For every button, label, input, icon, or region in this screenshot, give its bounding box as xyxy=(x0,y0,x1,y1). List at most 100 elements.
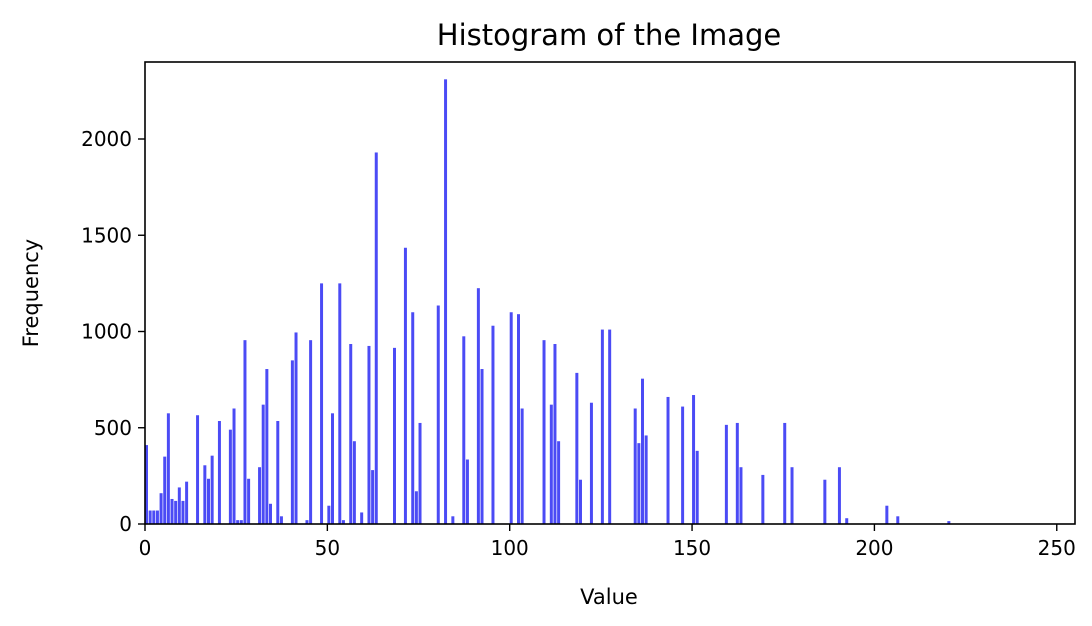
histogram-bar xyxy=(371,470,375,524)
histogram-bar xyxy=(327,505,331,524)
histogram-bar xyxy=(232,408,236,524)
histogram-bar xyxy=(739,467,743,524)
histogram-bar xyxy=(509,312,513,524)
histogram-bar xyxy=(185,481,189,524)
bar-group xyxy=(145,79,951,524)
histogram-bar xyxy=(633,408,637,524)
x-axis: 0 50 100 150 200 250 xyxy=(139,524,1076,560)
x-tick-label: 200 xyxy=(855,536,893,560)
histogram-bar xyxy=(276,421,280,524)
histogram-bar xyxy=(783,422,787,524)
histogram-bar xyxy=(320,283,324,524)
histogram-bar xyxy=(331,413,334,524)
histogram-bar xyxy=(589,402,593,524)
histogram-bar xyxy=(309,340,313,524)
histogram-bar xyxy=(444,79,448,524)
histogram-bar xyxy=(374,152,378,524)
y-axis-label: Frequency xyxy=(19,239,43,348)
histogram-bar xyxy=(177,487,181,524)
histogram-bar xyxy=(261,404,265,524)
histogram-bar xyxy=(181,500,185,524)
histogram-bar xyxy=(436,305,440,524)
histogram-bar xyxy=(166,413,170,524)
histogram-bar xyxy=(349,344,353,524)
x-tick-label: 50 xyxy=(315,536,340,560)
chart-title: Histogram of the Image xyxy=(437,18,781,52)
histogram-bar xyxy=(465,459,469,524)
histogram-bar xyxy=(290,360,294,524)
histogram-bar xyxy=(557,441,561,524)
histogram-bar xyxy=(885,505,889,524)
histogram-bar xyxy=(542,340,546,524)
histogram-bar xyxy=(228,429,232,524)
histogram-bar xyxy=(666,396,670,524)
histogram-bar xyxy=(403,247,407,524)
histogram-bar xyxy=(159,493,163,524)
histogram-bar xyxy=(476,288,480,524)
histogram-bar xyxy=(418,422,422,524)
histogram-bar xyxy=(520,408,524,524)
histogram-bar xyxy=(196,415,200,524)
histogram-bar xyxy=(239,520,243,524)
x-axis-label: Value xyxy=(580,585,638,609)
histogram-bar xyxy=(155,510,159,524)
histogram-bar xyxy=(681,406,685,524)
histogram-bar xyxy=(265,369,269,524)
histogram-bar xyxy=(210,455,214,524)
histogram-bar xyxy=(217,421,221,524)
histogram-bar xyxy=(411,312,415,524)
x-tick-label: 250 xyxy=(1038,536,1076,560)
y-tick-label: 500 xyxy=(94,416,132,440)
histogram-bar xyxy=(637,443,641,524)
plot-frame xyxy=(144,61,1076,525)
histogram-bar xyxy=(305,520,309,524)
histogram-bar xyxy=(644,435,648,524)
histogram-bar xyxy=(641,378,644,524)
y-tick-label: 2000 xyxy=(81,127,132,151)
histogram-bar xyxy=(279,516,283,524)
histogram-bar xyxy=(517,314,520,524)
histogram-bar xyxy=(243,340,247,524)
histogram-bar xyxy=(491,325,495,524)
y-tick-label: 0 xyxy=(119,512,132,536)
histogram-bar xyxy=(579,479,582,524)
histogram-bar xyxy=(692,395,696,524)
histogram-bar xyxy=(823,479,827,524)
histogram-bar xyxy=(553,344,557,524)
histogram-bar xyxy=(145,445,148,524)
histogram-bar xyxy=(600,329,604,524)
histogram-bar xyxy=(896,516,900,524)
histogram-bar xyxy=(724,424,728,524)
histogram-bar xyxy=(451,516,455,524)
histogram-bar xyxy=(608,329,612,524)
histogram-bar xyxy=(480,369,484,524)
x-tick-label: 0 xyxy=(139,536,152,560)
histogram-bar xyxy=(735,422,739,524)
histogram-bar xyxy=(761,474,765,524)
histogram-bar xyxy=(338,283,342,524)
histogram-bar xyxy=(549,404,553,524)
histogram-bar xyxy=(845,518,849,524)
histogram-bar xyxy=(207,478,210,524)
y-tick-label: 1500 xyxy=(81,223,132,247)
histogram-bar xyxy=(947,521,951,524)
x-tick-label: 100 xyxy=(491,536,529,560)
histogram-bar xyxy=(148,510,152,524)
histogram-bar xyxy=(393,347,396,524)
histogram-bar xyxy=(360,512,364,524)
histogram-bar xyxy=(575,372,579,524)
histogram-bar xyxy=(790,467,794,524)
histogram-bar xyxy=(258,467,262,524)
histogram-bar xyxy=(341,520,345,524)
histogram-bar xyxy=(247,478,251,524)
y-axis: 0 500 1000 1500 2000 xyxy=(81,127,145,536)
histogram-bar xyxy=(294,332,298,524)
histogram-bar xyxy=(152,510,156,524)
histogram-bar xyxy=(236,520,240,524)
histogram-bar xyxy=(837,467,841,524)
histogram-bar xyxy=(367,345,371,524)
x-tick-label: 150 xyxy=(673,536,711,560)
histogram-bar xyxy=(695,450,699,524)
histogram-bar xyxy=(163,456,167,524)
